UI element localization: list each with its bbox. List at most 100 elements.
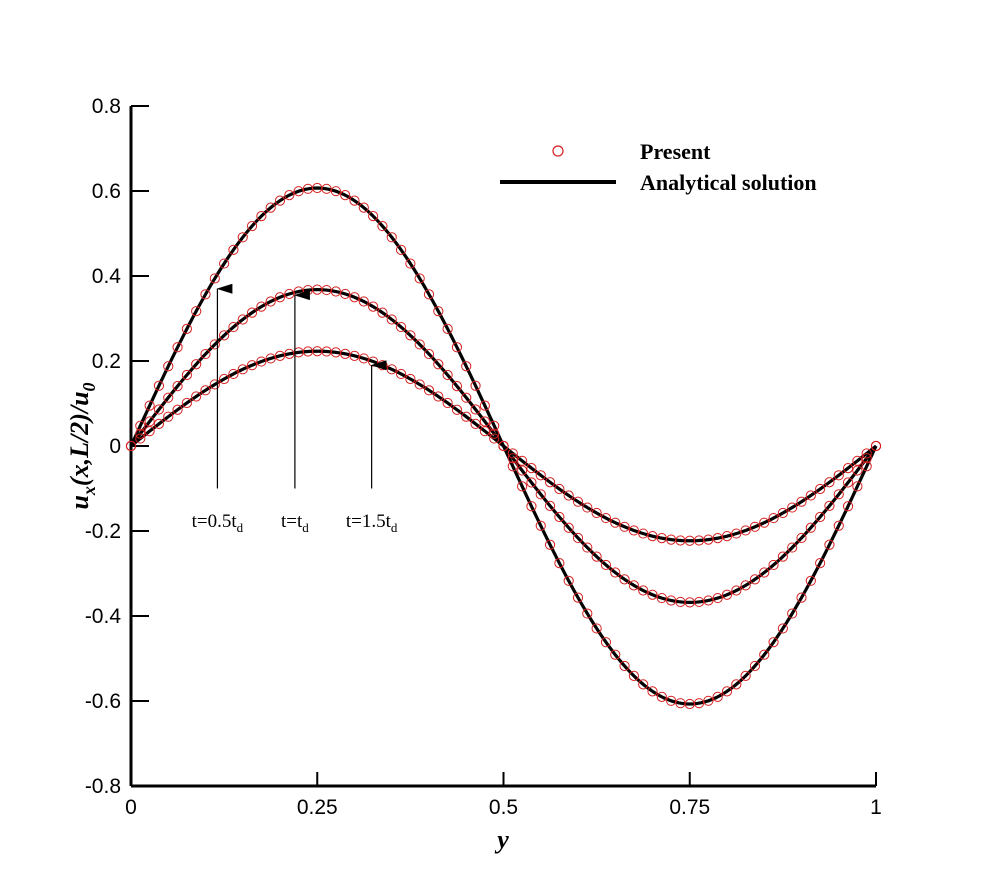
- present-point: [526, 501, 537, 512]
- present-point: [414, 339, 425, 350]
- present-point: [647, 589, 658, 600]
- present-point: [740, 670, 751, 681]
- present-point: [293, 186, 304, 197]
- present-point: [237, 364, 248, 375]
- present-point: [330, 186, 341, 197]
- present-point: [228, 321, 239, 333]
- present-point: [554, 483, 565, 495]
- present-point: [759, 567, 770, 578]
- present-point: [442, 323, 453, 334]
- present-point: [535, 520, 546, 531]
- present-point: [284, 190, 295, 201]
- present-point: [181, 397, 192, 409]
- present-point: [796, 592, 807, 603]
- tick-labels: 0 0.25 0.5 0.75 1 -0.8 -0.6 -0.4 -0.2 0 0.2 0.4 0.6 0…: [85, 95, 882, 819]
- present-point: [395, 368, 407, 380]
- present-point: [451, 381, 463, 392]
- present-point: [815, 558, 826, 569]
- present-point: [349, 195, 360, 206]
- present-point: [600, 559, 612, 571]
- present-point: [414, 379, 425, 390]
- present-point: [349, 350, 360, 361]
- annotation-label-1: t=td: [281, 511, 309, 535]
- present-point: [386, 232, 397, 243]
- present-point: [489, 433, 500, 444]
- present-point: [144, 400, 155, 411]
- present-point: [600, 637, 612, 648]
- present-point: [833, 470, 844, 481]
- present-markers: [125, 182, 882, 710]
- present-point: [619, 574, 630, 585]
- present-point: [759, 649, 770, 660]
- present-point: [135, 428, 146, 439]
- present-point: [712, 691, 723, 702]
- present-point: [749, 574, 761, 585]
- present-point: [582, 608, 593, 619]
- present-point: [731, 679, 742, 690]
- present-point: [563, 522, 574, 533]
- present-point: [163, 411, 174, 422]
- present-point: [759, 517, 770, 528]
- present-point: [125, 440, 137, 452]
- present-point: [489, 420, 500, 431]
- analytical-lines: [129, 186, 878, 706]
- present-point: [554, 511, 565, 523]
- present-point: [414, 273, 425, 284]
- present-point: [619, 660, 630, 672]
- present-point: [815, 483, 826, 495]
- present-point: [749, 660, 761, 672]
- present-point: [544, 539, 556, 550]
- present-point: [442, 369, 453, 381]
- x-tick-label: 0.25: [297, 796, 338, 819]
- present-point: [181, 323, 192, 334]
- present-point: [237, 232, 248, 243]
- present-point: [191, 359, 202, 370]
- present-point: [842, 463, 854, 474]
- present-point: [395, 244, 407, 255]
- present-point: [209, 339, 220, 350]
- x-tick-label: 0: [125, 796, 137, 819]
- present-point: [796, 532, 807, 544]
- present-point: [246, 307, 258, 318]
- present-point: [712, 533, 723, 544]
- present-point: [256, 301, 267, 312]
- present-point: [349, 292, 360, 303]
- present-point: [209, 273, 220, 284]
- present-point: [517, 481, 528, 492]
- present-point: [703, 595, 714, 606]
- present-point: [787, 542, 798, 553]
- present-point: [405, 373, 416, 385]
- present-point: [461, 361, 472, 372]
- present-point: [526, 463, 537, 474]
- present-point: [228, 368, 239, 380]
- y-tick-label: -0.4: [85, 605, 122, 628]
- present-point: [824, 500, 835, 511]
- present-point: [824, 477, 835, 488]
- present-point: [572, 496, 584, 507]
- present-point: [368, 211, 379, 222]
- analytical-line-2: [129, 349, 877, 543]
- x-tick-label: 1: [870, 796, 882, 819]
- present-point: [591, 507, 602, 519]
- present-point: [265, 202, 276, 213]
- present-point: [395, 321, 407, 333]
- present-point: [628, 580, 639, 591]
- present-point: [498, 440, 509, 452]
- present-point: [591, 551, 602, 562]
- present-point: [554, 558, 565, 569]
- y-tick-label: 0.6: [92, 180, 121, 203]
- y-tick-label: -0.8: [85, 775, 121, 798]
- present-point: [489, 428, 500, 439]
- y-tick-label: 0: [109, 435, 121, 458]
- present-point: [479, 426, 490, 437]
- present-point: [777, 623, 788, 634]
- present-point: [470, 404, 481, 415]
- y-tick-label: 0.2: [92, 350, 121, 373]
- present-point: [787, 608, 798, 619]
- legend-present-marker: [552, 145, 564, 157]
- present-point: [330, 286, 341, 297]
- present-point: [219, 258, 230, 269]
- present-point: [768, 512, 779, 524]
- present-point: [256, 211, 267, 222]
- present-point: [731, 585, 742, 596]
